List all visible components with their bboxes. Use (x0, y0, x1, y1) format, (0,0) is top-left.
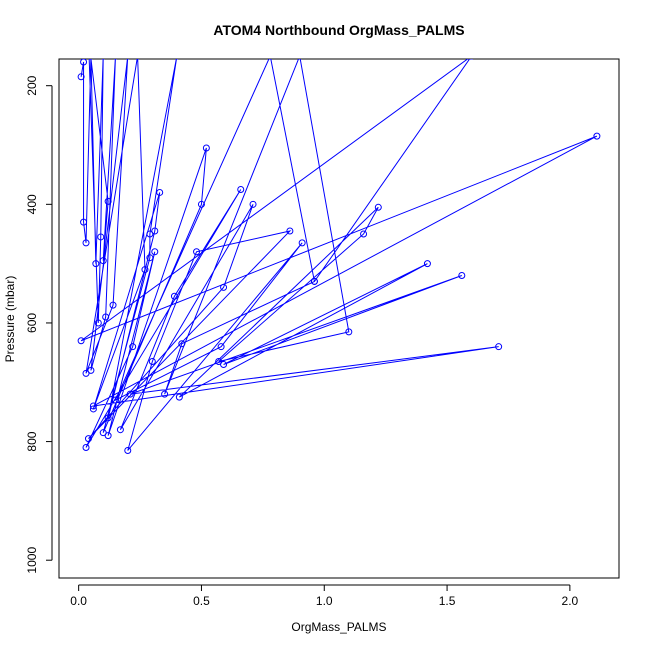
data-point (92, 260, 100, 268)
data-point (495, 343, 503, 351)
data-point (116, 426, 124, 434)
data-point (99, 257, 107, 265)
data-point (148, 358, 156, 365)
data-point (156, 188, 164, 196)
data-point (310, 277, 318, 285)
data-point (135, 59, 140, 60)
data-point (146, 230, 154, 238)
data-point (82, 239, 90, 247)
data-point (220, 283, 228, 291)
data-point (220, 360, 228, 368)
data-point (141, 266, 149, 274)
data-point (151, 227, 159, 235)
data-point (146, 254, 154, 262)
data-point (202, 144, 210, 152)
data-point (99, 429, 107, 437)
data-point (85, 35, 91, 41)
data-point (111, 396, 119, 404)
data-point (113, 59, 118, 60)
data-point (101, 59, 106, 60)
data-point (593, 132, 601, 140)
data-point (104, 432, 112, 440)
data-point (298, 239, 306, 247)
data-point (175, 59, 179, 60)
data-point (193, 248, 201, 256)
data-point (102, 313, 110, 321)
data-point (89, 59, 93, 60)
data-point (125, 59, 130, 60)
x-tick-label: 1.5 (439, 594, 456, 608)
data-point (80, 218, 88, 226)
data-point (268, 59, 273, 60)
data-point (458, 272, 466, 279)
x-tick-label: 0.5 (193, 594, 210, 608)
data-point (161, 390, 169, 398)
x-axis: 0.0 0.5 1.0 1.5 2.0 (70, 584, 579, 608)
data-point (197, 200, 205, 208)
plot-frame (58, 58, 620, 579)
data-point (89, 402, 97, 410)
data-point (374, 203, 382, 211)
data-point (423, 260, 431, 268)
data-point (151, 248, 159, 256)
data-point (104, 197, 112, 205)
data-point (109, 301, 117, 309)
data-point (104, 414, 112, 422)
data-point (80, 59, 88, 66)
data-point (249, 200, 257, 208)
data-point (175, 393, 183, 401)
data-point (215, 358, 223, 365)
y-tick-label: 200 (25, 75, 39, 95)
y-tick-label: 600 (25, 313, 39, 333)
data-point (77, 73, 85, 81)
data-point (82, 444, 90, 452)
data-point (178, 340, 186, 348)
data-point (217, 343, 225, 351)
data-point (237, 185, 245, 193)
x-tick-label: 0.0 (70, 594, 87, 608)
x-tick-label: 1.0 (316, 594, 333, 608)
data-point (297, 59, 302, 60)
data-point (469, 59, 474, 60)
y-axis: 200 400 600 800 1000 (25, 75, 53, 574)
x-tick-label: 2.0 (562, 594, 579, 608)
chart-title: ATOM4 Northbound OrgMass_PALMS (213, 22, 464, 38)
series-layer (77, 35, 601, 454)
data-point (94, 319, 102, 327)
data-point (124, 446, 132, 454)
series-line (80, 59, 598, 451)
y-axis-label: Pressure (mbar) (3, 276, 17, 363)
data-point (97, 233, 105, 241)
data-point (89, 405, 97, 413)
data-point (170, 292, 178, 300)
data-point (77, 337, 85, 345)
data-point (345, 328, 353, 336)
x-axis-label: OrgMass_PALMS (291, 620, 386, 634)
data-point (87, 366, 95, 374)
y-tick-label: 800 (25, 431, 39, 451)
y-tick-label: 1000 (25, 547, 39, 574)
data-point (84, 435, 92, 443)
data-point (286, 227, 294, 235)
data-point (126, 390, 134, 398)
y-tick-label: 400 (25, 194, 39, 214)
data-point (82, 369, 90, 377)
data-point (129, 343, 137, 351)
data-point (360, 230, 368, 238)
